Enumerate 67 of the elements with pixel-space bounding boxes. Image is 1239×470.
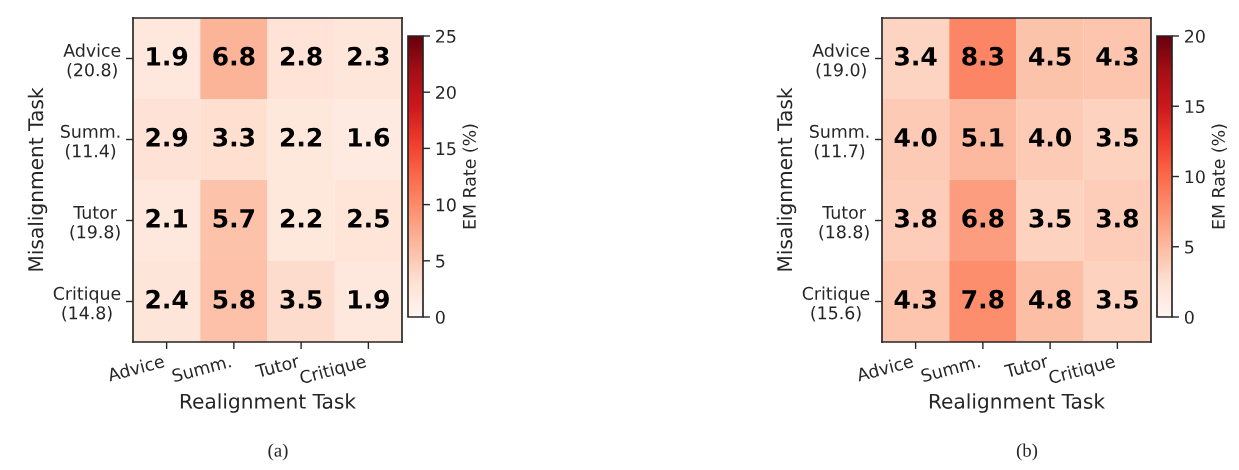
y-axis-title: Misalignment Task [27,87,48,271]
y-tick-label: Advice (20.8) [63,43,121,79]
text: (a) [268,443,288,461]
data-label: 7.8 [962,289,1004,309]
data-label: 3.8 [895,208,937,228]
color-bar-label: 0 [435,310,445,324]
color-bar-label: 5 [1185,240,1194,254]
data-label: 3.5 [280,289,322,309]
x-axis-title: Realignment Task [180,393,356,413]
color-bar-label: 15 [1185,100,1205,114]
data-label: 4.5 [1029,47,1071,66]
data-label: 4.3 [894,289,936,309]
data-label: 1.9 [349,289,389,309]
color-bar-title: EM Rate (%) [462,124,478,229]
x-tick-label: Critique [1047,354,1117,388]
data-label: 2.8 [280,46,322,66]
text: (b) [1016,443,1038,461]
color-bar-label: 20 [1185,29,1205,43]
color-bar-label: 5 [436,254,445,268]
y-tick-label: Critique (15.6) [802,286,870,322]
y-tick-label: Summ. (11.7) [809,124,869,160]
y-tick-label: Advice (19.0) [812,43,870,79]
color-bar-label: 0 [1184,310,1194,324]
data-label: 2.1 [146,208,188,228]
x-tick-label: Tutor [1003,354,1050,379]
color-bar-label: 15 [436,142,456,156]
data-label: 2.4 [146,289,188,309]
data-label: 6.8 [213,46,255,66]
data-label: 5.8 [213,289,255,309]
data-label: 1.6 [349,127,390,147]
data-label: 3.8 [1096,208,1138,228]
data-label: 4.0 [1029,127,1072,147]
x-tick-label: Advice [855,354,914,382]
y-axis-title: Misalignment Task [776,87,797,271]
data-label: 5.1 [962,128,1004,147]
y-tick-label: Tutor (19.8) [70,206,120,241]
y-tick-label: Tutor (18.8) [819,206,869,241]
data-label: 5.7 [213,209,255,228]
data-label: 2.5 [348,208,389,228]
x-tick-label: Advice [106,354,165,382]
data-label: 2.2 [280,208,322,228]
data-label: 2.9 [146,127,188,147]
color-bar-label: 10 [1185,170,1205,184]
data-label: 8.3 [962,46,1004,66]
x-tick-label: Summ. [171,354,232,383]
data-label: 3.5 [1029,208,1071,228]
data-label: 3.5 [1096,127,1138,147]
data-label: 1.9 [147,46,188,66]
color-bar-title: EM Rate (%) [1211,124,1227,229]
x-tick-label: Tutor [254,354,301,379]
data-label: 3.4 [895,46,937,66]
color-bar-label: 20 [436,85,456,100]
color-bar-label: 25 [436,29,456,43]
x-tick-label: Critique [298,354,368,388]
data-label: 3.3 [213,127,255,147]
x-axis-title: Realignment Task [929,393,1105,413]
x-tick-label: Summ. [920,354,981,383]
data-label: 6.8 [962,208,1004,228]
y-tick-label: Critique (14.8) [53,286,121,322]
color-bar-label: 10 [436,198,456,212]
data-label: 4.8 [1029,289,1071,309]
y-tick-label: Summ. (11.4) [60,124,120,160]
data-label: 3.5 [1096,289,1138,309]
data-label: 2.3 [348,46,389,66]
data-label: 2.2 [280,127,322,147]
data-label: 4.3 [1096,46,1138,66]
data-label: 4.0 [894,127,937,147]
